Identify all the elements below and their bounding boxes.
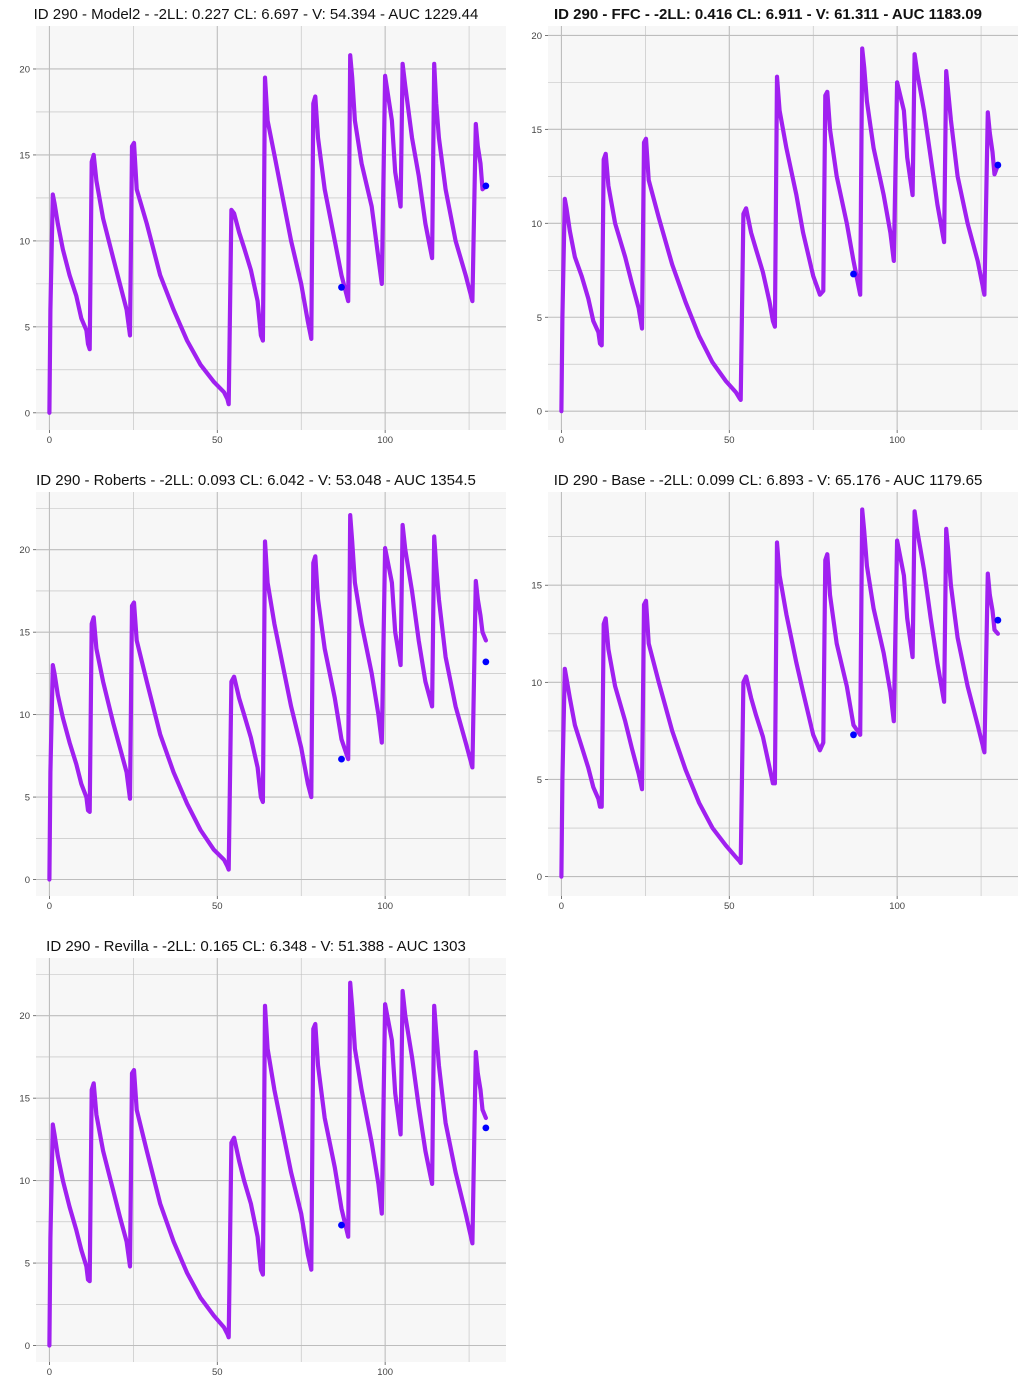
y-tick-label: 15 <box>19 150 30 161</box>
chart-panel-revilla: ID 290 - Revilla - -2LL: 0.165 CL: 6.348… <box>0 932 512 1398</box>
chart-svg: ID 290 - Model2 - -2LL: 0.227 CL: 6.697 … <box>19 6 506 446</box>
y-tick-label: 5 <box>25 322 30 333</box>
y-tick-label: 5 <box>537 313 542 324</box>
x-tick-label: 100 <box>889 901 905 912</box>
y-tick-label: 0 <box>25 408 30 419</box>
chart-title: ID 290 - Base - -2LL: 0.099 CL: 6.893 - … <box>554 472 983 489</box>
chart-panel-model2: ID 290 - Model2 - -2LL: 0.227 CL: 6.697 … <box>0 0 512 466</box>
y-tick-label: 15 <box>19 628 30 639</box>
chart-svg: ID 290 - Roberts - -2LL: 0.093 CL: 6.042… <box>19 472 506 912</box>
y-tick-label: 5 <box>537 775 542 786</box>
y-tick-label: 5 <box>25 793 30 804</box>
y-tick-label: 5 <box>25 1259 30 1270</box>
y-tick-label: 10 <box>531 219 542 230</box>
chart-panel-ffc: ID 290 - FFC - -2LL: 0.416 CL: 6.911 - V… <box>512 0 1024 466</box>
chart-svg: ID 290 - FFC - -2LL: 0.416 CL: 6.911 - V… <box>531 6 1018 446</box>
y-tick-label: 15 <box>531 125 542 136</box>
observed-point <box>994 161 1002 169</box>
x-tick-label: 0 <box>47 1367 52 1378</box>
observed-point <box>338 755 345 763</box>
chart-svg: ID 290 - Base - -2LL: 0.099 CL: 6.893 - … <box>531 472 1018 912</box>
x-tick-label: 0 <box>559 901 564 912</box>
y-tick-label: 15 <box>19 1094 30 1105</box>
observed-point <box>850 270 857 278</box>
series-line-prediction <box>559 46 1000 414</box>
y-tick-label: 10 <box>531 678 542 689</box>
x-tick-label: 50 <box>212 1367 223 1378</box>
chart-title: ID 290 - Model2 - -2LL: 0.227 CL: 6.697 … <box>34 6 479 23</box>
y-tick-label: 20 <box>19 1011 30 1022</box>
observed-point <box>482 182 490 190</box>
y-tick-label: 15 <box>531 581 542 592</box>
chart-title: ID 290 - Roberts - -2LL: 0.093 CL: 6.042… <box>36 472 476 489</box>
y-tick-label: 20 <box>19 545 30 556</box>
y-tick-label: 20 <box>19 64 30 75</box>
observed-point <box>482 658 490 666</box>
observed-point <box>482 1124 490 1132</box>
x-tick-label: 50 <box>212 901 223 912</box>
y-tick-label: 0 <box>537 872 542 883</box>
x-tick-label: 100 <box>377 1367 393 1378</box>
chart-title: ID 290 - FFC - -2LL: 0.416 CL: 6.911 - V… <box>554 6 982 23</box>
chart-title: ID 290 - Revilla - -2LL: 0.165 CL: 6.348… <box>46 938 466 955</box>
y-tick-label: 0 <box>537 407 542 418</box>
x-tick-label: 100 <box>377 901 393 912</box>
observed-point <box>338 1221 345 1229</box>
observed-point <box>850 731 857 739</box>
series-line-prediction <box>47 980 488 1348</box>
x-tick-label: 50 <box>724 435 735 446</box>
y-tick-label: 10 <box>19 1176 30 1187</box>
x-tick-label: 100 <box>377 435 393 446</box>
chart-panel-base: ID 290 - Base - -2LL: 0.099 CL: 6.893 - … <box>512 466 1024 932</box>
observed-point <box>994 616 1002 624</box>
chart-panel-roberts: ID 290 - Roberts - -2LL: 0.093 CL: 6.042… <box>0 466 512 932</box>
x-tick-label: 0 <box>559 435 564 446</box>
series-line-prediction <box>47 512 488 882</box>
y-tick-label: 20 <box>531 31 542 42</box>
y-tick-label: 10 <box>19 236 30 247</box>
x-tick-label: 0 <box>47 435 52 446</box>
chart-svg: ID 290 - Revilla - -2LL: 0.165 CL: 6.348… <box>19 938 506 1378</box>
x-tick-label: 100 <box>889 435 905 446</box>
x-tick-label: 50 <box>724 901 735 912</box>
series-line-prediction <box>47 53 488 415</box>
observed-point <box>338 283 345 291</box>
series-line-prediction <box>559 507 1000 879</box>
y-tick-label: 0 <box>25 1341 30 1352</box>
y-tick-label: 0 <box>25 875 30 886</box>
y-tick-label: 10 <box>19 710 30 721</box>
plot-background <box>548 492 1018 896</box>
x-tick-label: 50 <box>212 435 223 446</box>
x-tick-label: 0 <box>47 901 52 912</box>
